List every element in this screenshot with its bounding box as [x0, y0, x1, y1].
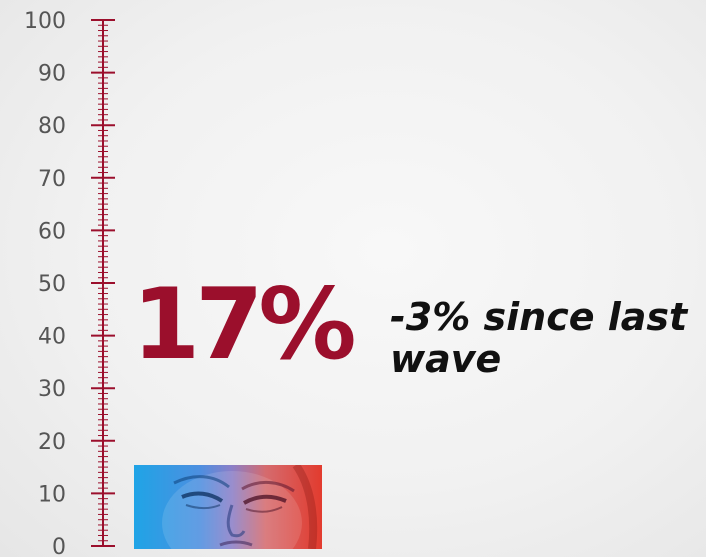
wincing-face-photo — [134, 465, 322, 549]
tick-label: 70 — [38, 167, 66, 192]
tick-label: 30 — [38, 377, 66, 402]
tick-label: 0 — [52, 535, 66, 557]
change-note: -3% since last wave — [390, 295, 688, 381]
tick-label: 20 — [38, 430, 66, 455]
tick-label: 90 — [38, 62, 66, 87]
tick-label: 80 — [38, 114, 66, 139]
tick-label: 10 — [38, 482, 66, 507]
value-label: 17% — [132, 268, 357, 382]
tick-label: 40 — [38, 325, 66, 350]
tick-label: 100 — [24, 9, 66, 34]
tick-label: 60 — [38, 219, 66, 244]
tick-label: 50 — [38, 272, 66, 297]
